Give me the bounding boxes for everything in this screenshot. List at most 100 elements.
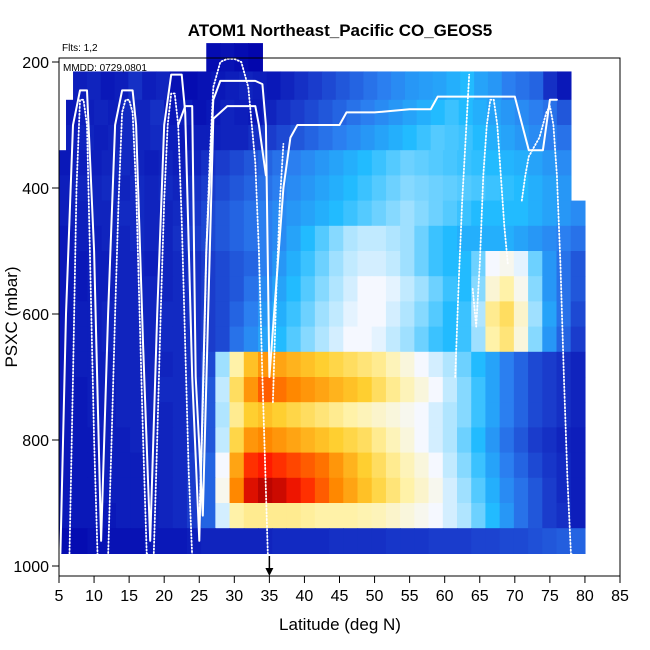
heatmap-cell-r11-c26 <box>428 326 444 353</box>
heatmap-cell-r12-c18 <box>314 351 330 378</box>
heatmap-cell-r2-c9 <box>192 99 207 126</box>
heatmap-cell-r13-c32 <box>513 377 529 403</box>
heatmap-cell-r11-c8 <box>172 326 188 353</box>
heatmap-cell-r1-c34 <box>543 71 558 101</box>
heatmap-cell-r4-c0 <box>59 150 74 176</box>
heatmap-cell-r8-c13 <box>243 251 259 277</box>
heatmap-cell-r6-c14 <box>258 200 273 227</box>
heatmap-cell-r7-c29 <box>471 225 487 252</box>
heatmap-cell-r6-c8 <box>172 200 188 227</box>
heatmap-cell-r6-c23 <box>385 200 401 227</box>
heatmap-cell-r2-c19 <box>332 99 348 126</box>
heatmap-cell-r16-c30 <box>485 452 501 479</box>
heatmap-cell-r18-c20 <box>343 503 359 529</box>
heatmap-cell-r19-c35 <box>556 528 572 554</box>
heatmap-cell-r19-c32 <box>513 528 529 554</box>
heatmap-cell-r11-c22 <box>371 326 387 353</box>
heatmap-cell-r15-c12 <box>229 427 245 454</box>
heatmap-cell-r7-c24 <box>400 225 415 252</box>
heatmap-cell-r19-c13 <box>243 528 259 554</box>
heatmap-cell-r13-c4 <box>115 377 131 403</box>
surface-marker-arrow-icon <box>265 568 274 576</box>
heatmap-cell-r9-c8 <box>172 276 188 302</box>
heatmap-cell-r14-c1 <box>73 402 89 428</box>
heatmap-cell-r12-c2 <box>87 351 103 378</box>
heatmap-cell-r13-c26 <box>428 377 444 403</box>
heatmap-cell-r18-c12 <box>229 503 245 529</box>
heatmap-cell-r5-c14 <box>258 175 273 202</box>
heatmap-cell-r4-c11 <box>215 150 231 176</box>
heatmap-cell-r9-c28 <box>457 276 472 302</box>
heatmap-cell-r2-c2 <box>94 99 109 126</box>
heatmap-cell-r13-c17 <box>300 377 316 403</box>
heatmap-cell-r6-c29 <box>471 200 487 227</box>
heatmap-cell-r3-c6 <box>150 125 165 151</box>
flight-track-9 <box>520 105 579 558</box>
heatmap-cell-r3-c22 <box>374 125 390 151</box>
heatmap-cell-r3-c14 <box>262 125 277 151</box>
flights-annotation: Flts: 1,2 <box>62 43 98 54</box>
heatmap-cell-r9-c34 <box>542 276 558 302</box>
heatmap-cell-r8-c35 <box>556 251 572 277</box>
heatmap-cell-r16-c9 <box>186 452 202 479</box>
heatmap-cell-r12-c23 <box>385 351 401 378</box>
heatmap-cell-r10-c11 <box>215 301 231 328</box>
heatmap-cell-r8-c25 <box>414 251 430 277</box>
heatmap-cell-r4-c32 <box>514 150 529 176</box>
heatmap-cell-r19-c36 <box>570 528 586 554</box>
heatmap-cell-r14-c31 <box>499 402 515 428</box>
heatmap-cell-r6-c19 <box>329 200 344 227</box>
flight-track-3 <box>107 98 152 558</box>
heatmap-cell-r18-c22 <box>371 503 387 529</box>
heatmap-cell-r11-c13 <box>243 326 259 353</box>
heatmap-cell-r10-c6 <box>144 301 160 328</box>
heatmap-cell-r10-c27 <box>442 301 458 328</box>
heatmap-cell-r7-c20 <box>343 225 359 252</box>
heatmap-cell-r15-c31 <box>499 427 515 454</box>
heatmap-cell-r19-c18 <box>314 528 330 554</box>
heatmap-cell-r15-c34 <box>542 427 558 454</box>
heatmap-cell-r1-c20 <box>349 71 365 101</box>
heatmap-cell-r13-c6 <box>144 377 160 403</box>
heatmap-cell-r1-c11 <box>225 71 240 101</box>
heatmap-cell-r4-c23 <box>386 150 401 176</box>
heatmap-cell-r19-c4 <box>115 528 131 554</box>
heatmap-cell-r19-c1 <box>73 528 89 554</box>
heatmap-cell-r7-c26 <box>428 225 444 252</box>
heatmap-cell-r19-c11 <box>215 528 231 554</box>
heatmap-cell-r16-c25 <box>414 452 430 479</box>
heatmap-cell-r2-c32 <box>514 99 530 126</box>
heatmap-cell-r19-c25 <box>414 528 430 554</box>
heatmap-cell-r11-c0 <box>59 326 74 353</box>
heatmap-cell-r12-c0 <box>59 351 74 378</box>
heatmap-cell-r8-c12 <box>229 251 245 277</box>
heatmap-cell-r16-c26 <box>428 452 444 479</box>
heatmap-cell-r15-c28 <box>457 427 472 454</box>
heatmap-cell-r11-c11 <box>215 326 231 353</box>
heatmap-cell-r18-c23 <box>385 503 401 529</box>
x-tick-label-13: 70 <box>506 588 524 605</box>
heatmap-cell-r5-c12 <box>229 175 245 202</box>
heatmap-cell-r13-c34 <box>542 377 558 403</box>
heatmap-cell-r5-c6 <box>144 175 160 202</box>
heatmap-cell-r6-c4 <box>115 200 131 227</box>
heatmap-cell-r5-c20 <box>343 175 359 202</box>
heatmap-cell-r14-c29 <box>471 402 487 428</box>
x-tick-label-4: 25 <box>190 588 208 605</box>
heatmap-cell-r8-c14 <box>258 251 273 277</box>
x-tick-label-10: 55 <box>401 588 419 605</box>
heatmap-cell-r4-c1 <box>73 150 89 176</box>
heatmap-cell-r10-c19 <box>329 301 344 328</box>
heatmap-cell-r7-c28 <box>457 225 472 252</box>
heatmap-cell-r5-c22 <box>371 175 387 202</box>
heatmap-cell-r11-c2 <box>87 326 103 353</box>
flight-track-4 <box>152 92 194 558</box>
heatmap-cell-r14-c33 <box>528 402 543 428</box>
heatmap-cell-r7-c36 <box>570 225 586 252</box>
heatmap-cell-r16-c7 <box>158 452 174 479</box>
heatmap-cell-r14-c7 <box>158 402 174 428</box>
heatmap-cell-r5-c19 <box>329 175 344 202</box>
heatmap-cell-r9-c35 <box>556 276 572 302</box>
heatmap-cell-r15-c32 <box>513 427 529 454</box>
